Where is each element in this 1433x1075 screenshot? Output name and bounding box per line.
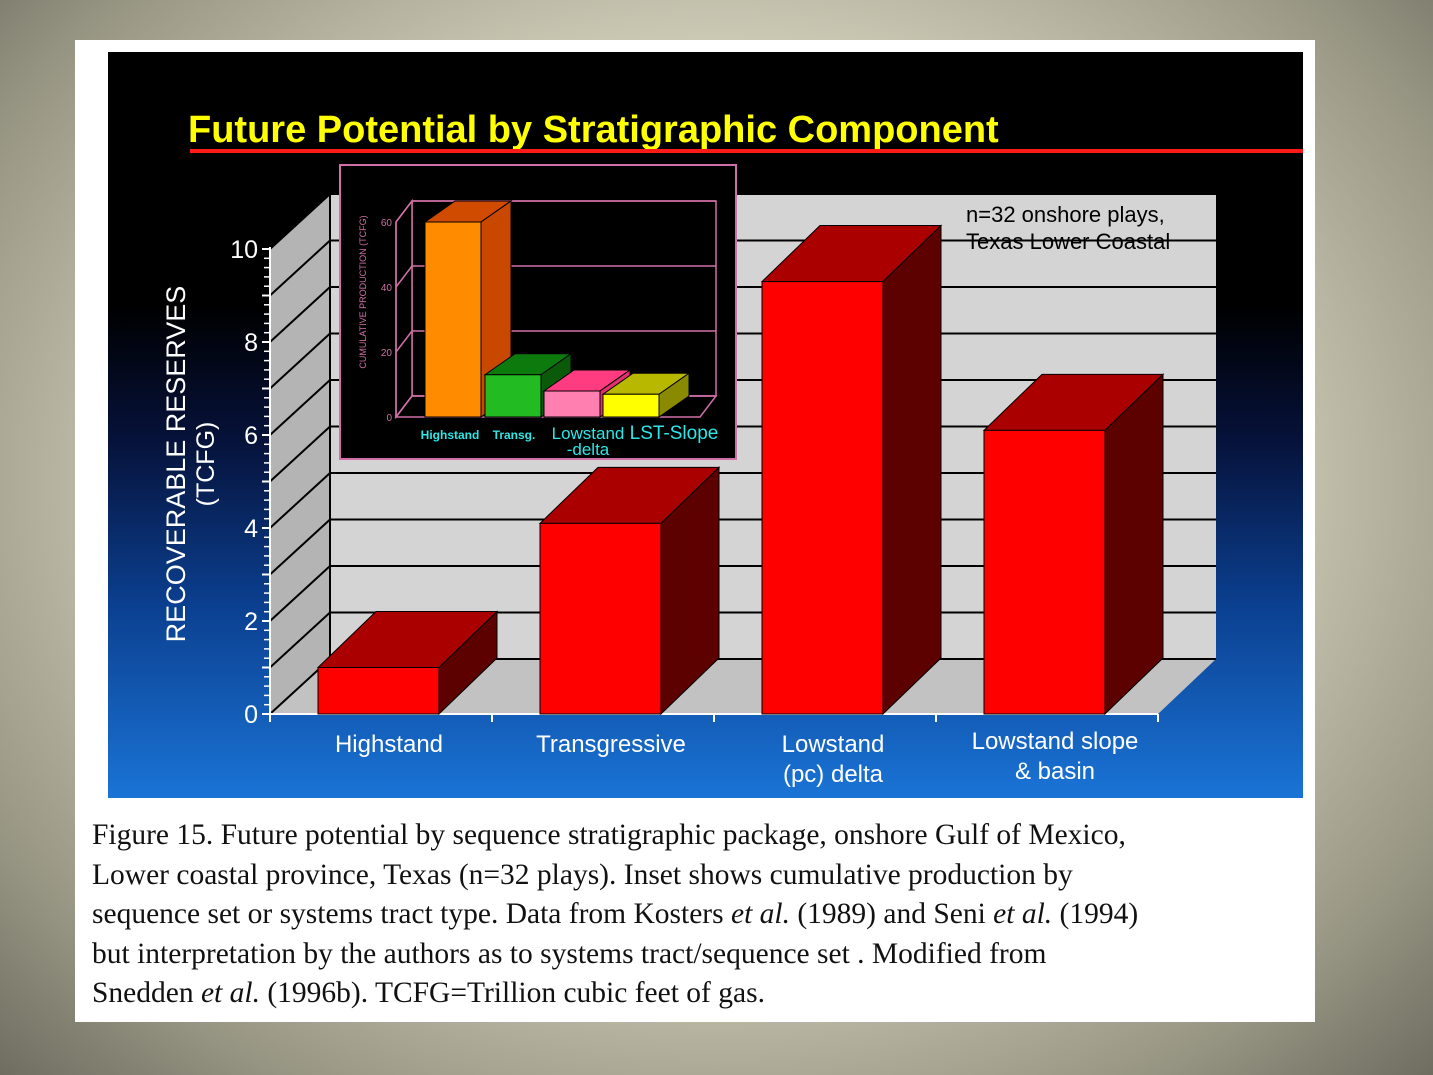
y-axis-title: RECOVERABLE RESERVES [161, 286, 191, 643]
title-underline [190, 149, 1303, 153]
chart-panel: Future Potential by Stratigraphic Compon… [108, 52, 1303, 798]
caption-italic-text: et al. [730, 898, 790, 930]
main-chart: Future Potential by Stratigraphic Compon… [161, 109, 1303, 788]
inset-bar [543, 390, 601, 418]
inset-y-tick-label: 60 [381, 218, 393, 229]
inset-category-label: LST-Slope [630, 423, 719, 444]
inset-category-label: Lowstand [552, 424, 625, 443]
bar [761, 281, 884, 715]
x-category-label: Transgressive [536, 731, 686, 758]
inset-bar [484, 374, 542, 418]
grid-line-side [269, 565, 331, 622]
inset-bar [424, 221, 482, 418]
figure-caption: Figure 15. Future potential by sequence … [92, 816, 1310, 1014]
x-category-label: Highstand [335, 731, 443, 758]
chart-annotation: Texas Lower Coastal [966, 229, 1170, 254]
y-tick-label: 10 [230, 236, 258, 264]
y-axis-unit: (TCFG) [192, 422, 220, 507]
inset-y-tick-label: 20 [381, 348, 393, 359]
x-category-label: & basin [1015, 758, 1095, 785]
caption-text: Lower coastal province, Texas (n=32 play… [92, 858, 1073, 891]
y-tick-label: 8 [244, 329, 258, 357]
grid-line-side [269, 425, 331, 483]
caption-line: Snedden et al. (1996b). TCFG=Trillion cu… [92, 974, 1310, 1014]
grid-line-side [269, 472, 331, 529]
caption-text: (1996b). TCFG=Trillion cubic feet of gas… [259, 977, 765, 1009]
bar [317, 667, 440, 715]
caption-italic-text: et al. [200, 977, 260, 1009]
caption-line: Figure 15. Future potential by sequence … [92, 816, 1310, 856]
caption-line: Lower coastal province, Texas (n=32 play… [92, 856, 1310, 896]
y-tick-label: 0 [244, 701, 258, 729]
inset-side-wall [395, 198, 413, 420]
caption-text: but interpretation by the authors as to … [92, 937, 1047, 970]
inset-y-axis-title: CUMULATIVE PRODUCTION (TCFG) [358, 215, 368, 368]
grid-line-side [269, 193, 331, 250]
inset-grid-line [395, 395, 413, 418]
x-category-label: Lowstand [782, 731, 885, 758]
bar [983, 429, 1106, 715]
y-tick-label: 2 [244, 608, 258, 636]
grid-line-side [269, 611, 331, 669]
grid-line-side [269, 379, 331, 436]
x-category-label: (pc) delta [783, 761, 884, 788]
grid-line-side [269, 286, 331, 343]
caption-italic-text: et al. [993, 898, 1053, 930]
grid-line-side [269, 332, 331, 390]
caption-text: Figure 15. Future potential by sequence … [92, 819, 1126, 851]
inset-category-label: Highstand [421, 428, 480, 442]
bar-side [1104, 373, 1164, 716]
chart-annotation: n=32 onshore plays, [966, 202, 1165, 227]
bar [539, 522, 662, 715]
y-tick-label: 6 [244, 422, 258, 450]
grid-line-side [269, 518, 331, 576]
caption-line: but interpretation by the authors as to … [92, 935, 1310, 975]
chart-title: Future Potential by Stratigraphic Compon… [188, 109, 999, 151]
inset-y-tick-label: 40 [381, 283, 393, 294]
grid-line-side [269, 239, 331, 297]
inset-y-tick-label: 0 [386, 413, 392, 424]
y-tick-label: 4 [244, 515, 258, 543]
inset-category-label: Transg. [493, 428, 536, 442]
inset-grid-line [395, 265, 413, 288]
caption-text: Snedden [92, 977, 201, 1009]
caption-text: (1989) and Seni [789, 898, 994, 930]
x-category-label: Lowstand slope [972, 728, 1139, 755]
caption-text: (1994) [1052, 898, 1139, 930]
inset-grid-line [395, 330, 413, 353]
floor [270, 659, 1216, 714]
caption-line: sequence set or systems tract type. Data… [92, 895, 1310, 935]
caption-text: sequence set or systems tract type. Data… [92, 898, 731, 930]
bar-side [882, 224, 942, 716]
inset-bar [602, 393, 660, 418]
inset-category-label: -delta [567, 440, 610, 459]
inset-grid-line [395, 200, 413, 223]
